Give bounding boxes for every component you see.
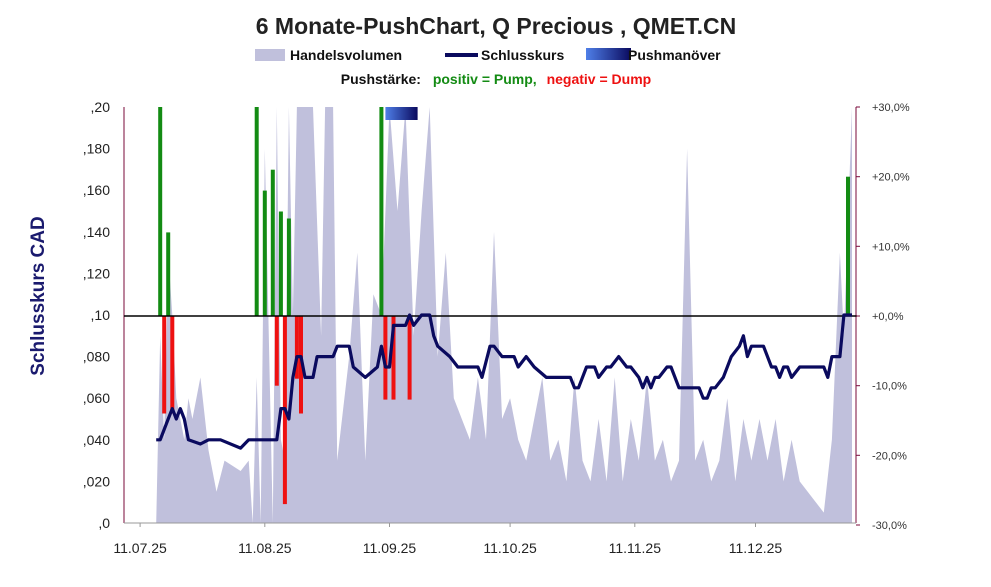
y-tick-label: ,160 <box>83 182 110 198</box>
pump-bar <box>278 211 283 316</box>
close-line <box>156 313 852 450</box>
dump-bar <box>383 316 388 400</box>
volume-area <box>156 107 852 523</box>
legend-volume-swatch <box>255 49 285 61</box>
push-caption-prefix: Pushstärke: <box>341 71 421 87</box>
y2-tick-label: +0,0% <box>872 311 904 323</box>
x-tick-label: 11.09.25 <box>363 540 417 556</box>
push-caption-negative: negativ = Dump <box>547 71 652 87</box>
pump-bar <box>262 190 267 316</box>
dump-bar <box>391 316 396 400</box>
pump-bar <box>270 169 275 316</box>
x-tick-label: 11.10.25 <box>483 540 537 556</box>
y-tick-label: ,20 <box>91 99 111 115</box>
y2-tick-label: -10,0% <box>872 381 907 393</box>
legend-push-swatch <box>586 48 631 60</box>
y-tick-label: ,040 <box>83 432 110 448</box>
y-tick-label: ,10 <box>91 307 111 323</box>
y-axis-label: Schlusskurs CAD <box>28 216 49 375</box>
dump-bar <box>407 316 412 400</box>
x-tick-label: 11.08.25 <box>238 540 292 556</box>
y-tick-label: ,0 <box>98 515 110 531</box>
x-tick-label: 11.07.25 <box>113 540 167 556</box>
dump-bar <box>170 316 175 414</box>
close-line-layer <box>156 313 852 450</box>
y-tick-label: ,080 <box>83 349 110 365</box>
y-tick-label: ,120 <box>83 265 110 281</box>
y2-tick-label: +10,0% <box>872 241 910 253</box>
x-tick-label: 11.12.25 <box>729 540 783 556</box>
pump-bar <box>158 107 163 316</box>
pump-bar <box>379 107 384 316</box>
y-tick-label: ,060 <box>83 390 110 406</box>
legend-volume-label: Handelsvolumen <box>290 47 402 63</box>
push-marker <box>385 107 418 120</box>
pump-bar <box>254 107 259 316</box>
y-tick-label: ,140 <box>83 224 110 240</box>
y-tick-label: ,020 <box>83 473 110 489</box>
x-tick-label: 11.11.25 <box>609 540 662 556</box>
y2-tick-label: +30,0% <box>872 102 910 114</box>
y-tick-label: ,180 <box>83 141 110 157</box>
y2-tick-label: -20,0% <box>872 450 907 462</box>
push-caption: Pushstärke: positiv = Pump, negativ = Du… <box>341 71 651 87</box>
push-caption-positive: positiv = Pump, <box>433 71 537 87</box>
pump-bar <box>166 232 171 316</box>
y2-tick-label: -30,0% <box>872 520 907 532</box>
dump-bar <box>274 316 279 386</box>
volume-layer <box>156 107 852 523</box>
y2-tick-label: +20,0% <box>872 172 910 184</box>
dump-bar <box>162 316 167 414</box>
legend-close-label: Schlusskurs <box>481 47 564 63</box>
chart-title: 6 Monate-PushChart, Q Precious , QMET.CN <box>256 13 737 39</box>
legend-push-label: Pushmanöver <box>628 47 721 63</box>
pump-bar <box>286 218 291 316</box>
axes-layer: ,0 ,020 ,040 ,060 ,080 ,10 ,120 ,140 ,160 ,180 ,20… <box>83 99 910 556</box>
pump-bar <box>846 176 850 316</box>
dump-bar <box>294 316 299 379</box>
push-marker-layer <box>385 107 418 120</box>
